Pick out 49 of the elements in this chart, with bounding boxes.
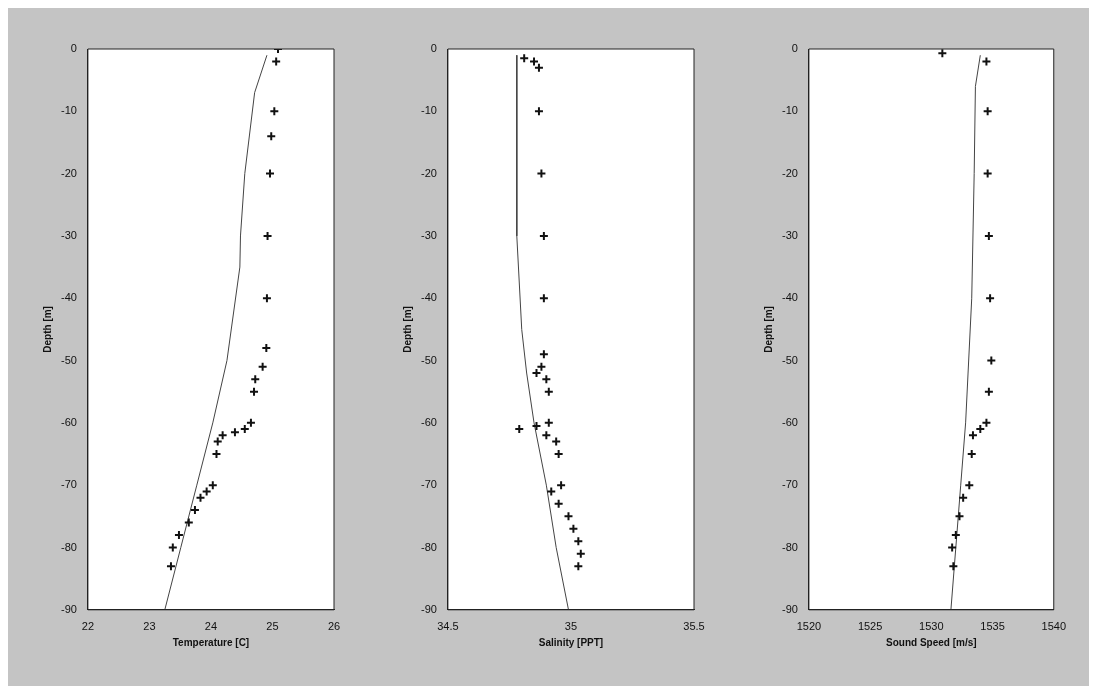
- x-tick-label: 1540: [1041, 620, 1066, 633]
- y-tick-label: 0: [431, 42, 438, 55]
- y-tick-label: -80: [781, 540, 798, 553]
- y-tick-label: -90: [781, 602, 798, 615]
- x-tick-label: 1525: [857, 620, 883, 633]
- y-tick-label: -50: [421, 353, 438, 366]
- y-tick-label: -50: [61, 353, 78, 366]
- x-tick-label: 1530: [918, 620, 944, 633]
- x-tick-label: 25: [266, 620, 279, 633]
- x-axis-title: Sound Speed [m/s]: [885, 636, 977, 648]
- x-tick-label: 34.5: [437, 620, 460, 633]
- y-tick-label: -20: [421, 166, 438, 179]
- x-tick-label: 1520: [796, 620, 821, 633]
- y-tick-label: -40: [421, 291, 438, 304]
- y-tick-label: -80: [421, 540, 438, 553]
- y-tick-label: -90: [421, 602, 438, 615]
- y-tick-label: -20: [781, 166, 798, 179]
- y-tick-label: 0: [791, 42, 798, 55]
- y-tick-label: -10: [421, 104, 438, 117]
- y-tick-label: -10: [61, 104, 78, 117]
- y-tick-label: 0: [70, 42, 78, 55]
- y-tick-label: -60: [781, 415, 798, 428]
- y-tick-label: -10: [781, 104, 798, 117]
- x-axis-title: Salinity [PPT]: [539, 636, 604, 648]
- y-tick-label: -70: [781, 478, 798, 491]
- y-tick-label: -20: [61, 166, 78, 179]
- y-tick-label: -30: [61, 228, 78, 241]
- y-tick-label: -70: [421, 478, 438, 491]
- x-tick-label: 1535: [980, 620, 1005, 633]
- x-tick-label: 23: [143, 620, 156, 633]
- y-tick-label: -60: [61, 415, 78, 428]
- x-tick-label: 24: [204, 620, 218, 633]
- x-tick-label: 22: [81, 620, 95, 633]
- y-tick-label: -30: [421, 228, 438, 241]
- y-tick-label: -90: [61, 602, 78, 615]
- y-axis-title: Depth [m]: [41, 306, 53, 353]
- y-tick-label: -30: [781, 228, 798, 241]
- x-tick-label: 35.5: [683, 620, 706, 633]
- x-tick-label: 35: [565, 620, 578, 633]
- y-tick-label: -50: [781, 353, 798, 366]
- y-tick-label: -40: [61, 291, 78, 304]
- x-tick-label: 26: [328, 620, 341, 633]
- x-axis-title: Temperature [C]: [172, 636, 250, 648]
- y-axis-title: Depth [m]: [402, 306, 414, 353]
- y-tick-label: -70: [61, 478, 78, 491]
- y-tick-label: -60: [421, 415, 438, 428]
- y-axis-title: Depth [m]: [762, 306, 774, 353]
- y-tick-label: -40: [781, 291, 798, 304]
- y-tick-label: -80: [61, 540, 78, 553]
